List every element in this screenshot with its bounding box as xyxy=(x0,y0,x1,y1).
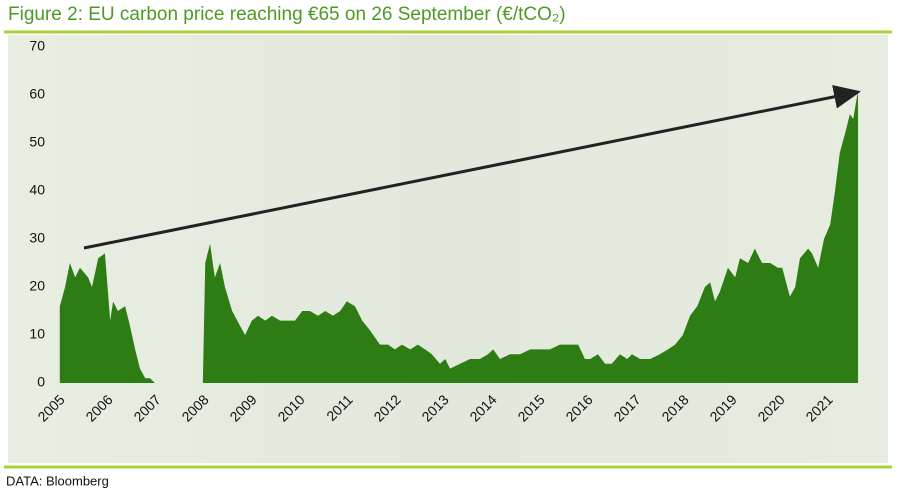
source-note: DATA: Bloomberg xyxy=(6,473,109,488)
chart-title: Figure 2: EU carbon price reaching €65 o… xyxy=(8,4,566,25)
plot-background xyxy=(8,35,888,463)
y-tick-label: 30 xyxy=(29,230,45,246)
trend-arrow xyxy=(83,84,861,250)
y-tick-label: 70 xyxy=(29,38,45,54)
y-tick-label: 20 xyxy=(29,278,45,294)
y-tick-label: 10 xyxy=(29,326,45,342)
y-tick-label: 60 xyxy=(29,86,45,102)
y-tick-label: 50 xyxy=(29,134,45,150)
y-tick-label: 0 xyxy=(37,374,45,390)
price-area xyxy=(59,90,859,383)
y-tick-label: 40 xyxy=(29,182,45,198)
